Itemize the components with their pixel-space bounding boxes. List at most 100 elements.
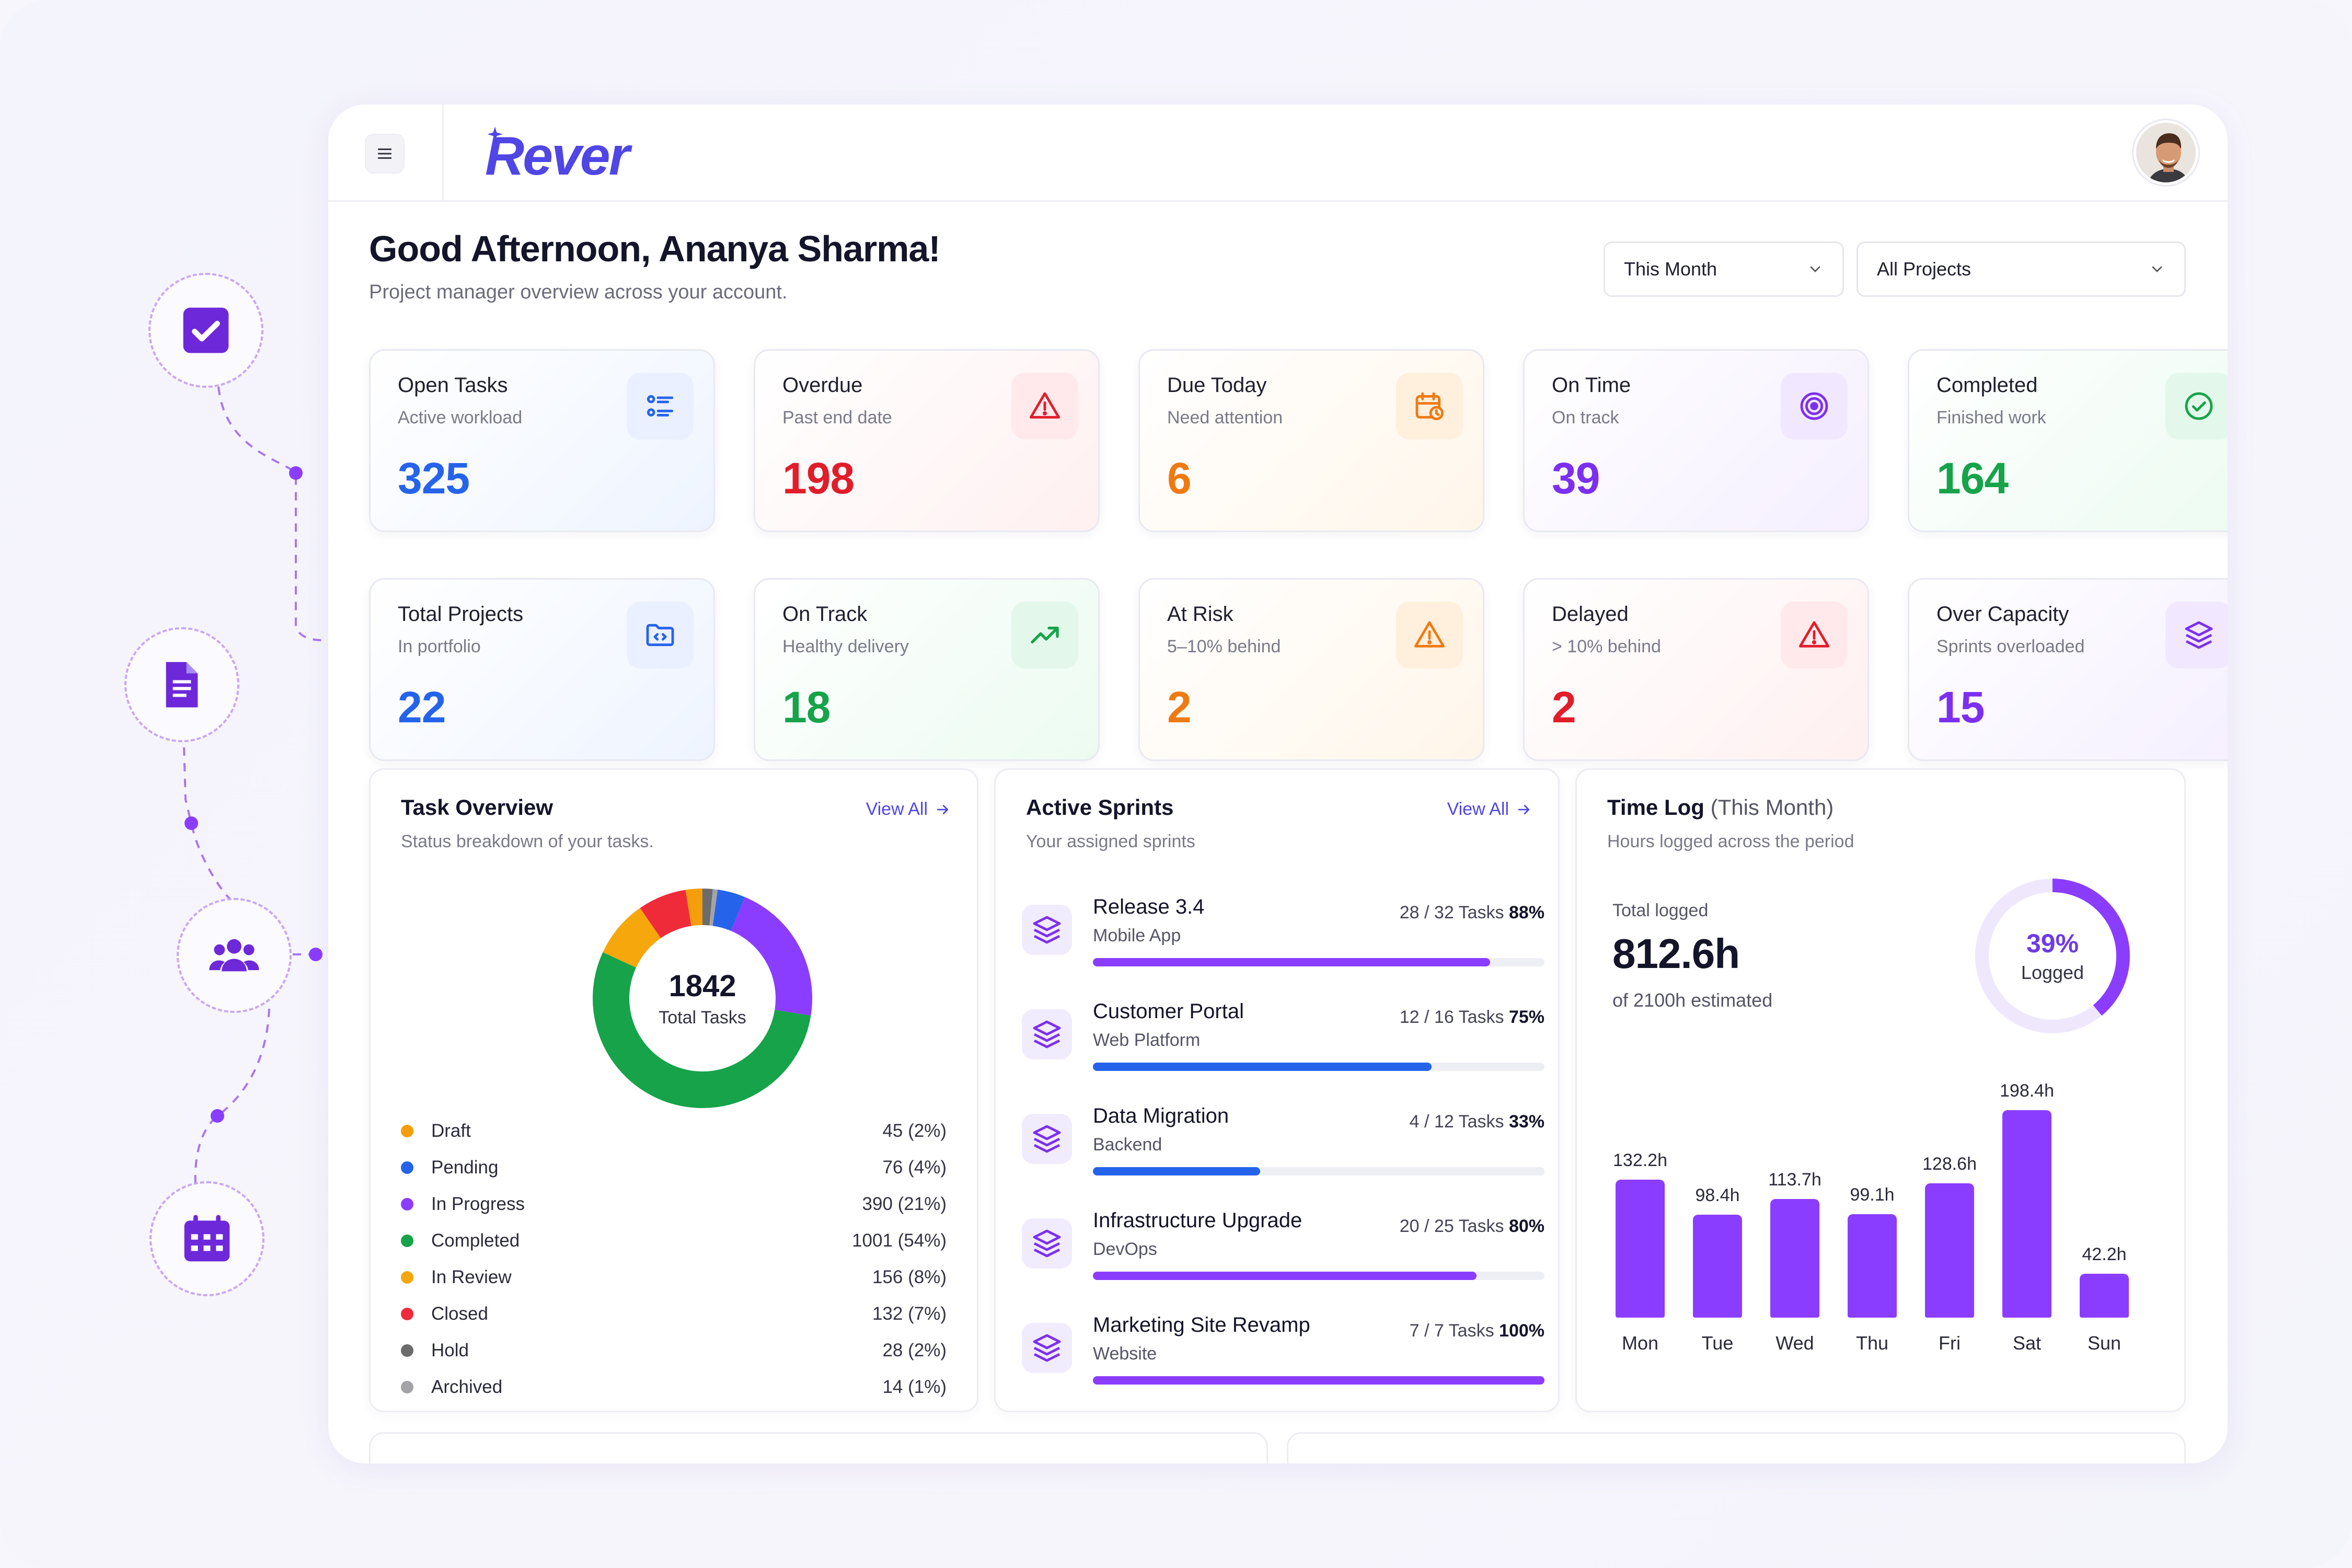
bar-day-label: Sun xyxy=(2087,1332,2122,1354)
stat-card-on-time[interactable]: On Time On track 39 xyxy=(1523,349,1869,532)
stat-card-at-risk[interactable]: At Risk 5–10% behind 2 xyxy=(1138,578,1484,761)
period-select[interactable]: This Month xyxy=(1604,241,1844,297)
rail-calendar-node[interactable] xyxy=(149,1181,264,1296)
sprint-percent: 100% xyxy=(1499,1321,1544,1341)
stat-value: 164 xyxy=(1936,454,2009,503)
legend-dot xyxy=(401,1271,413,1284)
sprint-name: Release 3.4 xyxy=(1093,895,1205,918)
menu-button[interactable] xyxy=(365,134,405,174)
legend-dot xyxy=(401,1198,413,1210)
legend-item[interactable]: In Progress 390 (21%) xyxy=(401,1186,947,1223)
bar xyxy=(1693,1215,1742,1318)
legend-left: Pending xyxy=(401,1157,498,1178)
legend-item[interactable]: Draft 45 (2%) xyxy=(401,1113,947,1149)
stat-card-completed[interactable]: Completed Finished work 164 xyxy=(1908,349,2228,532)
rail-team-node[interactable] xyxy=(177,898,292,1013)
legend-item[interactable]: Archived 14 (1%) xyxy=(401,1369,947,1405)
sprint-project: Mobile App xyxy=(1093,926,1181,946)
brand-logo[interactable]: Rever xyxy=(485,125,630,187)
view-all-label: View All xyxy=(1447,799,1509,819)
active-sprints-view-all[interactable]: View All xyxy=(1447,799,1532,820)
page-subtitle: Project manager overview across your acc… xyxy=(369,281,788,303)
ring-fill xyxy=(1975,879,2130,1033)
sprint-percent: 88% xyxy=(1508,903,1544,923)
period-select-value: This Month xyxy=(1624,258,1717,280)
sprint-name: Infrastructure Upgrade xyxy=(1093,1209,1302,1232)
stat-card-overdue[interactable]: Overdue Past end date 198 xyxy=(754,349,1100,532)
task-legend: Draft 45 (2%) Pending 76 (4%) In Progres… xyxy=(401,1113,947,1405)
donut-svg xyxy=(593,889,812,1108)
warning-icon xyxy=(1396,602,1463,668)
user-portrait xyxy=(2136,123,2196,182)
legend-left: Draft xyxy=(401,1121,471,1142)
sprint-item[interactable]: Release 3.4 Mobile App 28 / 32 Tasks 88% xyxy=(1022,895,1544,969)
bar-day-label: Fri xyxy=(1939,1332,1961,1354)
legend-value: 45 (2%) xyxy=(882,1121,947,1141)
bar xyxy=(1925,1183,1974,1318)
task-overview-view-all[interactable]: View All xyxy=(866,799,951,820)
bar-value-label: 98.4h xyxy=(1695,1185,1740,1206)
stat-subtitle: Finished work xyxy=(1936,408,2046,428)
legend-left: In Progress xyxy=(401,1194,525,1215)
stat-subtitle: Past end date xyxy=(782,408,892,428)
stat-card-over-capacity[interactable]: Over Capacity Sprints overloaded 15 xyxy=(1908,578,2228,761)
rail-tasks-node[interactable] xyxy=(148,273,263,388)
donut-segment-completed[interactable] xyxy=(593,889,812,1108)
user-avatar[interactable] xyxy=(2134,120,2198,185)
time-log-title-main: Time Log xyxy=(1607,795,1704,820)
legend-item[interactable]: Pending 76 (4%) xyxy=(401,1149,947,1186)
stat-card-total-projects[interactable]: Total Projects In portfolio 22 xyxy=(369,578,715,761)
stat-title: At Risk xyxy=(1167,603,1233,626)
stat-card-due-today[interactable]: Due Today Need attention 6 xyxy=(1138,349,1484,532)
bar-day-label: Thu xyxy=(1855,1332,1889,1354)
bar-day-label: Wed xyxy=(1775,1332,1814,1354)
stat-card-open-tasks[interactable]: Open Tasks Active workload 325 xyxy=(369,349,715,532)
legend-item[interactable]: Completed 1001 (54%) xyxy=(401,1223,947,1259)
legend-dot xyxy=(401,1161,413,1174)
legend-dot xyxy=(401,1308,413,1320)
donut-segment-pending[interactable] xyxy=(593,889,812,1108)
legend-left: Completed xyxy=(401,1230,520,1251)
stat-subtitle: > 10% behind xyxy=(1552,637,1661,656)
task-overview-panel: Task Overview Status breakdown of your t… xyxy=(369,768,978,1412)
sprint-progress-track xyxy=(1093,1063,1544,1071)
legend-item[interactable]: In Review 156 (8%) xyxy=(401,1259,947,1296)
active-sprints-subtitle: Your assigned sprints xyxy=(1026,832,1195,851)
bar-value-label: 128.6h xyxy=(1922,1154,1977,1174)
sprint-project: DevOps xyxy=(1093,1239,1157,1259)
greeting-block: Good Afternoon, Ananya Sharma! Project m… xyxy=(369,228,941,304)
bottom-panel-right xyxy=(1287,1432,2186,1463)
legend-label: Completed xyxy=(431,1230,520,1251)
stat-title: On Time xyxy=(1552,374,1631,397)
stat-value: 198 xyxy=(782,454,855,503)
legend-item[interactable]: Hold 28 (2%) xyxy=(401,1332,947,1369)
sprint-percent: 80% xyxy=(1508,1216,1544,1236)
sprint-progress-fill xyxy=(1093,1376,1544,1385)
time-log-panel: Time Log (This Month) Hours logged acros… xyxy=(1575,768,2186,1412)
stat-subtitle: Healthy delivery xyxy=(782,637,909,656)
check-square-icon xyxy=(179,303,233,358)
donut-segment-in-progress[interactable] xyxy=(593,889,812,1108)
warning-icon xyxy=(1781,602,1848,668)
sprint-item[interactable]: Infrastructure Upgrade DevOps 20 / 25 Ta… xyxy=(1022,1209,1544,1282)
sprint-task-count: 4 / 12 Tasks xyxy=(1409,1112,1504,1132)
legend-item[interactable]: Closed 132 (7%) xyxy=(401,1296,947,1332)
rail-documents-node[interactable] xyxy=(124,627,239,742)
bar-value-label: 99.1h xyxy=(1850,1184,1895,1205)
donut-total-label: Total Tasks xyxy=(659,1008,746,1028)
sprint-item[interactable]: Data Migration Backend 4 / 12 Tasks 33% xyxy=(1022,1104,1544,1178)
sprint-task-count: 7 / 7 Tasks xyxy=(1409,1321,1494,1341)
brand-name: Rever xyxy=(485,125,630,187)
bar-day-label: Sat xyxy=(2012,1332,2042,1354)
sprint-item[interactable]: Customer Portal Web Platform 12 / 16 Tas… xyxy=(1022,1000,1544,1073)
sprint-item[interactable]: Marketing Site Revamp Website 7 / 7 Task… xyxy=(1022,1313,1544,1387)
legend-value: 1001 (54%) xyxy=(852,1230,947,1251)
stat-card-delayed[interactable]: Delayed > 10% behind 2 xyxy=(1523,578,1869,761)
stat-card-on-track[interactable]: On Track Healthy delivery 18 xyxy=(754,578,1100,761)
topbar-divider xyxy=(442,105,444,202)
stat-title: Overdue xyxy=(782,374,863,397)
task-overview-subtitle: Status breakdown of your tasks. xyxy=(401,832,654,851)
page-title: Good Afternoon, Ananya Sharma! xyxy=(369,228,941,269)
stat-value: 18 xyxy=(782,683,831,732)
projects-select[interactable]: All Projects xyxy=(1857,241,2186,297)
